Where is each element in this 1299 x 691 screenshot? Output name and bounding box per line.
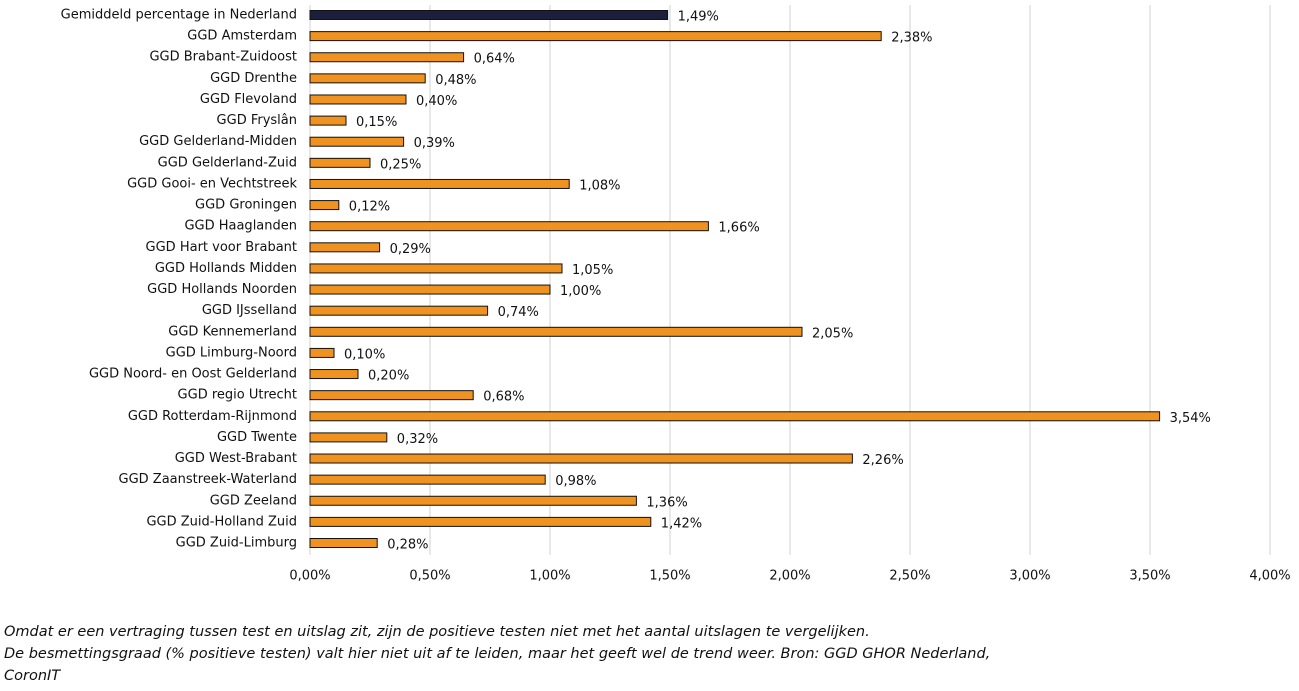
value-label: 2,26% [862, 453, 903, 468]
category-label: GGD Gelderland-Midden [139, 134, 297, 149]
category-label: GGD Kennemerland [168, 324, 297, 339]
value-label: 2,38% [891, 31, 932, 46]
value-label: 0,98% [555, 474, 596, 489]
x-tick-label: 0,00% [289, 569, 330, 584]
value-label: 0,40% [416, 94, 457, 109]
category-label: GGD Rotterdam-Rijnmond [128, 409, 297, 424]
value-label: 1,36% [646, 495, 687, 510]
bar [309, 178, 570, 189]
value-label: 0,10% [344, 347, 385, 362]
category-label: GGD Zaanstreek-Waterland [119, 472, 297, 487]
bar [309, 516, 652, 527]
category-label: GGD West-Brabant [175, 451, 297, 466]
bar [309, 432, 388, 443]
category-label: GGD Zuid-Holland Zuid [146, 514, 297, 529]
value-label: 0,15% [356, 115, 397, 130]
value-label: 0,64% [474, 52, 515, 67]
bar [309, 263, 563, 274]
category-label: GGD Amsterdam [187, 29, 297, 44]
x-tick-label: 1,00% [529, 569, 570, 584]
category-label: GGD Gelderland-Zuid [158, 155, 297, 170]
x-tick-label: 2,50% [889, 569, 930, 584]
category-label: GGD Hart voor Brabant [146, 240, 297, 255]
value-label: 1,49% [678, 10, 719, 25]
note: CoronIT [4, 668, 61, 684]
bar [309, 157, 371, 168]
value-label: 1,00% [560, 284, 601, 299]
note: De besmettingsgraad (% positieve testen)… [4, 646, 990, 662]
value-label: 0,28% [387, 538, 428, 553]
bar [309, 411, 1161, 422]
value-label: 0,25% [380, 157, 421, 172]
value-label: 0,68% [483, 390, 524, 405]
value-label: 0,12% [349, 200, 390, 215]
value-label: 1,05% [572, 263, 613, 278]
value-label: 0,20% [368, 369, 409, 384]
value-label: 0,74% [498, 305, 539, 320]
bar [309, 242, 381, 253]
category-label: GGD Flevoland [200, 92, 297, 107]
bar [309, 305, 489, 316]
category-label: GGD Zuid-Limburg [176, 536, 297, 551]
value-label: 0,29% [390, 242, 431, 257]
x-tick-label: 2,00% [769, 569, 810, 584]
bar [309, 221, 709, 232]
category-label: GGD Gooi- en Vechtstreek [127, 176, 297, 191]
category-label: GGD Hollands Midden [155, 261, 297, 276]
bar [309, 390, 474, 401]
bar [309, 538, 378, 548]
category-label: GGD IJsselland [202, 303, 297, 318]
bar [309, 495, 637, 506]
category-label: GGD Twente [217, 430, 297, 445]
bar [309, 94, 407, 105]
bar [309, 200, 340, 211]
value-label: 1,08% [579, 178, 620, 193]
x-tick-label: 3,50% [1129, 569, 1170, 584]
category-label: GGD Noord- en Oost Gelderland [89, 367, 297, 382]
bar [309, 369, 359, 380]
category-label: GGD Zeeland [210, 493, 297, 508]
bar [309, 115, 347, 126]
category-label: GGD Hollands Noorden [147, 282, 297, 297]
category-label: GGD Drenthe [210, 71, 297, 86]
bar [309, 136, 405, 147]
bar [309, 52, 465, 63]
category-label: Gemiddeld percentage in Nederland [61, 8, 297, 23]
bar [309, 453, 853, 464]
bar [309, 474, 546, 485]
category-label: GGD Groningen [195, 198, 297, 213]
value-label: 3,54% [1170, 411, 1211, 426]
x-tick-label: 3,00% [1009, 569, 1050, 584]
category-label: GGD Limburg-Noord [166, 345, 297, 360]
value-label: 0,39% [414, 136, 455, 151]
value-label: 0,48% [435, 73, 476, 88]
bar [309, 326, 803, 337]
value-label: 1,66% [718, 221, 759, 236]
bar [309, 284, 551, 295]
bar [309, 31, 882, 42]
bar [309, 10, 669, 20]
bar [309, 347, 335, 358]
x-tick-label: 4,00% [1249, 569, 1290, 584]
value-label: 1,42% [661, 516, 702, 531]
x-tick-label: 0,50% [409, 569, 450, 584]
bar [309, 73, 426, 84]
category-label: GGD regio Utrecht [178, 388, 297, 403]
x-tick-label: 1,50% [649, 569, 690, 584]
note: Omdat er een vertraging tussen test en u… [4, 624, 870, 640]
category-label: GGD Fryslân [217, 113, 297, 128]
value-label: 2,05% [812, 326, 853, 341]
category-label: GGD Brabant-Zuidoost [149, 50, 297, 65]
value-label: 0,32% [397, 432, 438, 447]
category-label: GGD Haaglanden [184, 219, 297, 234]
